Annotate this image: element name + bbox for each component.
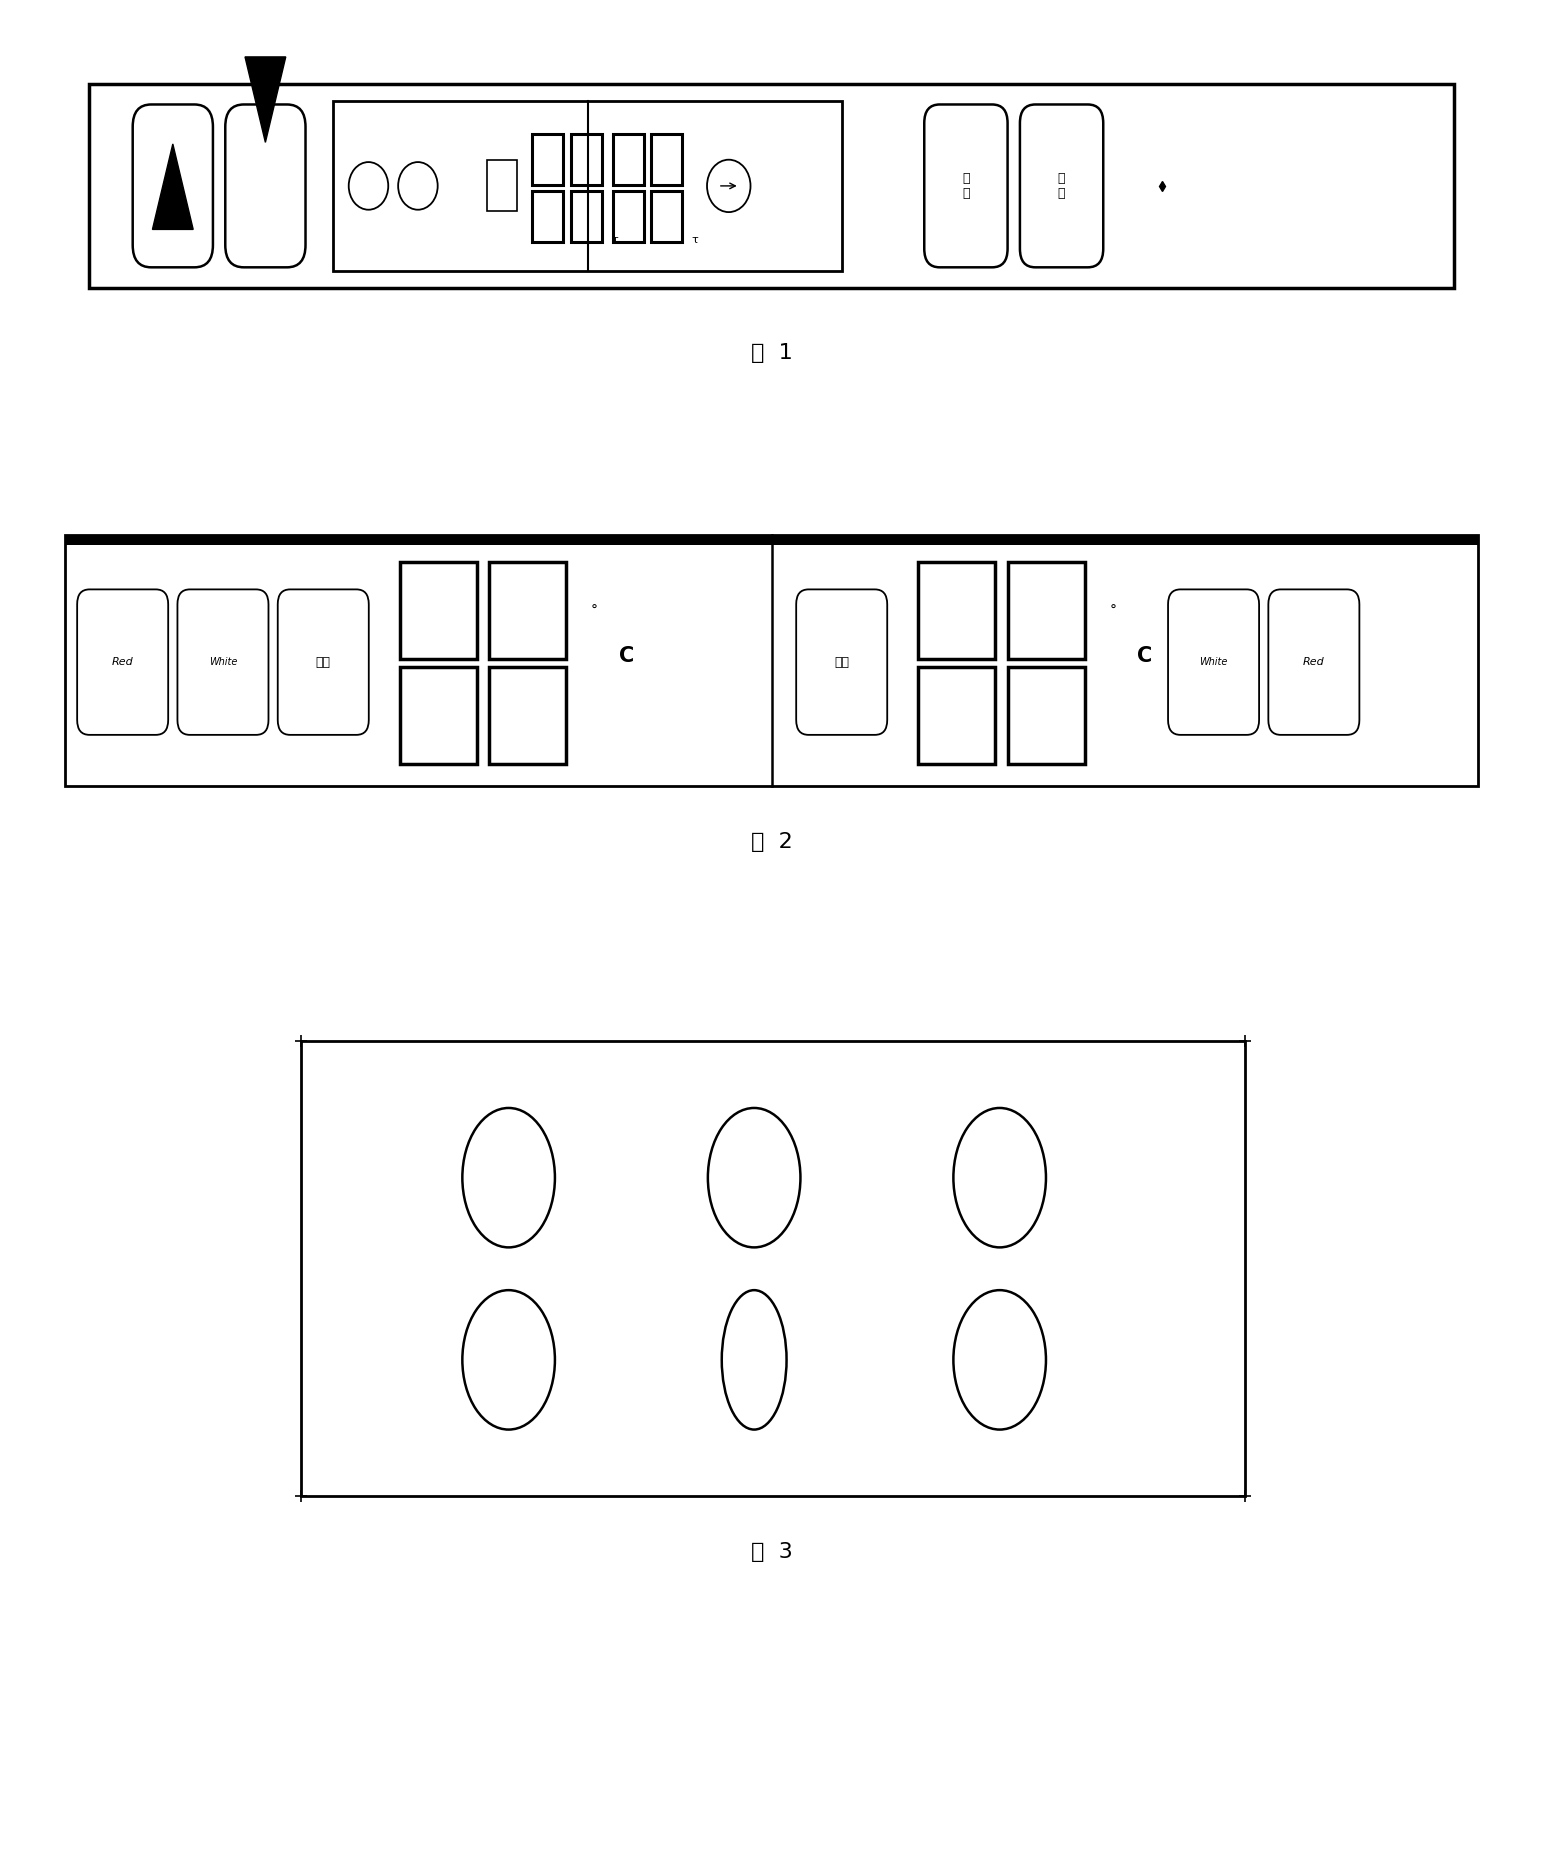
Bar — [571, 134, 602, 184]
Bar — [400, 667, 477, 764]
Bar — [65, 535, 1478, 545]
Bar — [918, 667, 995, 764]
FancyBboxPatch shape — [133, 104, 213, 268]
Bar — [65, 535, 1478, 786]
Text: White: White — [208, 656, 238, 667]
Bar — [532, 191, 563, 242]
Text: °: ° — [1109, 604, 1117, 617]
Bar — [489, 667, 566, 764]
FancyBboxPatch shape — [177, 589, 268, 734]
FancyBboxPatch shape — [924, 104, 1008, 268]
Bar — [532, 134, 563, 184]
Text: 设
置: 设 置 — [963, 171, 969, 201]
Bar — [400, 561, 477, 658]
FancyBboxPatch shape — [1020, 104, 1103, 268]
FancyBboxPatch shape — [77, 589, 168, 734]
Text: 图  2: 图 2 — [750, 833, 793, 851]
Bar — [918, 561, 995, 658]
Bar — [489, 561, 566, 658]
Bar — [613, 191, 643, 242]
Bar — [333, 100, 842, 112]
Text: C: C — [1137, 645, 1153, 666]
FancyBboxPatch shape — [225, 104, 306, 268]
FancyBboxPatch shape — [1168, 589, 1259, 734]
Text: 下区: 下区 — [835, 656, 849, 669]
FancyBboxPatch shape — [1268, 589, 1359, 734]
Text: °: ° — [591, 604, 599, 617]
Text: 灯
光: 灯 光 — [1058, 171, 1065, 201]
Text: White: White — [1199, 656, 1228, 667]
Bar — [301, 1041, 1245, 1496]
Bar — [651, 134, 682, 184]
Text: τ: τ — [691, 236, 697, 245]
Bar — [613, 134, 643, 184]
Bar — [89, 84, 1454, 288]
Text: τ: τ — [611, 236, 617, 245]
Polygon shape — [153, 143, 193, 229]
FancyBboxPatch shape — [278, 589, 369, 734]
Bar — [1008, 561, 1085, 658]
Polygon shape — [245, 58, 285, 143]
Bar — [651, 191, 682, 242]
Text: C: C — [619, 645, 634, 666]
FancyBboxPatch shape — [796, 589, 887, 734]
Text: 图  3: 图 3 — [750, 1543, 793, 1562]
Bar — [488, 160, 517, 212]
Bar — [1008, 667, 1085, 764]
Text: Red: Red — [111, 656, 134, 667]
Text: 图  1: 图 1 — [750, 344, 793, 363]
Text: Red: Red — [1302, 656, 1325, 667]
Bar — [333, 100, 842, 271]
Bar — [571, 191, 602, 242]
Text: 上区: 上区 — [316, 656, 330, 669]
